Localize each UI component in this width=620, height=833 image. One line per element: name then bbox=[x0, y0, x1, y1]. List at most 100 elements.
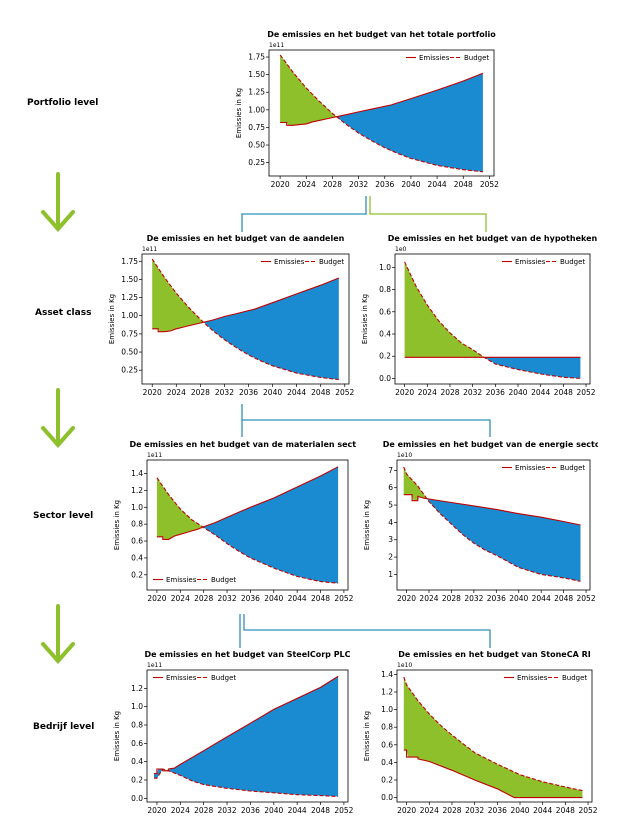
plot-frame bbox=[268, 49, 495, 177]
chart-title: De emissies en het budget van de energie… bbox=[383, 440, 598, 449]
axis-multiplier: 1e0 bbox=[395, 246, 407, 253]
y-tick-label: 0.4 bbox=[381, 758, 393, 767]
emissions-line bbox=[403, 494, 581, 526]
legend-emissions-label: Emissies bbox=[166, 576, 197, 584]
budget-deficit-area bbox=[154, 676, 339, 797]
y-tick-label: 5 bbox=[388, 501, 393, 510]
legend-budget-label: Budget bbox=[560, 258, 585, 266]
chart-portfolio: De emissies en het budget van het totale… bbox=[235, 30, 499, 189]
y-tick-label: 0.6 bbox=[131, 739, 143, 748]
y-tick-label: 0.2 bbox=[131, 776, 143, 785]
y-tick-label: 0.75 bbox=[248, 123, 265, 132]
chart-title: De emissies en het budget van de materia… bbox=[129, 440, 356, 449]
legend-budget-label: Budget bbox=[560, 464, 585, 472]
y-tick-label: 0.50 bbox=[248, 141, 265, 150]
x-tick-label: 2024 bbox=[297, 180, 316, 189]
y-axis-label: Emissies in Kg bbox=[108, 294, 116, 344]
x-tick-label: 2020 bbox=[147, 806, 166, 815]
y-tick-label: 1.50 bbox=[248, 70, 265, 79]
down-arrow-icon bbox=[41, 604, 75, 664]
plot-frame bbox=[396, 669, 593, 803]
chart-title: De emissies en het budget van StoneCA RI bbox=[398, 650, 590, 659]
budget-line bbox=[151, 258, 339, 381]
budget-surplus-area bbox=[280, 54, 483, 126]
axis-multiplier: 1e10 bbox=[397, 452, 412, 459]
x-tick-label: 2036 bbox=[375, 180, 394, 189]
legend-emissions-label: Emissies bbox=[515, 258, 546, 266]
axis-multiplier: 1e11 bbox=[147, 662, 162, 669]
x-tick-label: 2044 bbox=[533, 806, 552, 815]
budget-deficit-area bbox=[280, 73, 483, 172]
x-tick-label: 2048 bbox=[554, 594, 573, 603]
y-tick-label: 1.2 bbox=[131, 486, 143, 495]
y-tick-label: 7 bbox=[388, 466, 393, 475]
plot-frame bbox=[396, 459, 591, 591]
x-tick-label: 2048 bbox=[554, 388, 573, 397]
chart-stoneca: De emissies en het budget van StoneCA RI… bbox=[363, 650, 598, 815]
y-tick-label: 4 bbox=[388, 518, 393, 527]
y-tick-label: 1.0 bbox=[381, 705, 393, 714]
connector-aandelen-sectors bbox=[241, 404, 491, 437]
y-tick-label: 0.8 bbox=[381, 723, 393, 732]
x-tick-label: 2024 bbox=[171, 594, 190, 603]
y-tick-label: 0.25 bbox=[248, 158, 265, 167]
x-tick-label: 2028 bbox=[442, 806, 461, 815]
x-tick-label: 2020 bbox=[397, 806, 416, 815]
legend-budget-label: Budget bbox=[562, 674, 587, 682]
legend-budget-label: Budget bbox=[211, 576, 236, 584]
x-tick-label: 2024 bbox=[418, 388, 437, 397]
x-tick-label: 2048 bbox=[556, 806, 575, 815]
plot-frame bbox=[394, 253, 591, 385]
x-tick-label: 2028 bbox=[442, 594, 461, 603]
legend-emissions-label: Emissies bbox=[517, 674, 548, 682]
down-arrow-icon bbox=[41, 172, 75, 232]
x-tick-label: 2040 bbox=[509, 594, 528, 603]
axis-multiplier: 1e10 bbox=[397, 662, 412, 669]
x-tick-label: 2028 bbox=[191, 388, 210, 397]
chart-aandelen: De emissies en het budget van de aandele… bbox=[108, 234, 355, 397]
legend-emissions-label: Emissies bbox=[419, 54, 450, 62]
x-tick-label: 2044 bbox=[287, 388, 306, 397]
y-tick-label: 0.0 bbox=[131, 794, 143, 803]
emissions-line bbox=[156, 466, 339, 540]
budget-surplus-area bbox=[404, 261, 581, 358]
x-tick-label: 2020 bbox=[395, 388, 414, 397]
x-tick-label: 2032 bbox=[215, 388, 234, 397]
legend-emissions-label: Emissies bbox=[515, 464, 546, 472]
chart-title: De emissies en het budget van SteelCorp … bbox=[144, 650, 350, 659]
plot-frame bbox=[141, 253, 350, 385]
budget-line bbox=[404, 261, 581, 379]
y-tick-label: 0.0 bbox=[379, 374, 391, 383]
y-axis-label: Emissies in Kg bbox=[361, 294, 369, 344]
chart-hypotheken: De emissies en het budget van de hypothe… bbox=[361, 234, 598, 397]
plot-frame bbox=[146, 459, 349, 591]
y-tick-label: 0.2 bbox=[381, 776, 393, 785]
axis-multiplier: 1e11 bbox=[142, 246, 157, 253]
budget-surplus-area bbox=[403, 677, 583, 798]
y-tick-label: 1.4 bbox=[381, 670, 393, 679]
x-tick-label: 2024 bbox=[167, 388, 186, 397]
y-tick-label: 1.2 bbox=[131, 684, 143, 693]
emissions-line bbox=[280, 72, 484, 126]
chart-steelcorp: De emissies en het budget van SteelCorp … bbox=[113, 650, 354, 815]
y-tick-label: 1.2 bbox=[381, 688, 393, 697]
y-tick-label: 1.75 bbox=[121, 257, 138, 266]
y-tick-label: 0.25 bbox=[121, 366, 138, 375]
x-tick-label: 2028 bbox=[323, 180, 342, 189]
emissions-line bbox=[154, 675, 339, 775]
x-tick-label: 2036 bbox=[488, 806, 507, 815]
legend-budget-label: Budget bbox=[211, 674, 236, 682]
x-tick-label: 2052 bbox=[334, 806, 353, 815]
y-tick-label: 1 bbox=[388, 570, 393, 579]
budget-surplus-area bbox=[152, 259, 339, 332]
x-tick-label: 2052 bbox=[335, 388, 354, 397]
x-tick-label: 2048 bbox=[311, 594, 330, 603]
x-tick-label: 2040 bbox=[401, 180, 420, 189]
x-tick-label: 2040 bbox=[508, 388, 527, 397]
budget-deficit-area bbox=[156, 466, 339, 584]
chart-materialen: De emissies en het budget van de materia… bbox=[113, 440, 356, 603]
y-axis-label: Emissies in Kg bbox=[113, 500, 121, 550]
budget-line bbox=[279, 54, 483, 173]
y-tick-label: 1.00 bbox=[248, 105, 265, 114]
y-tick-label: 0.2 bbox=[379, 352, 391, 361]
